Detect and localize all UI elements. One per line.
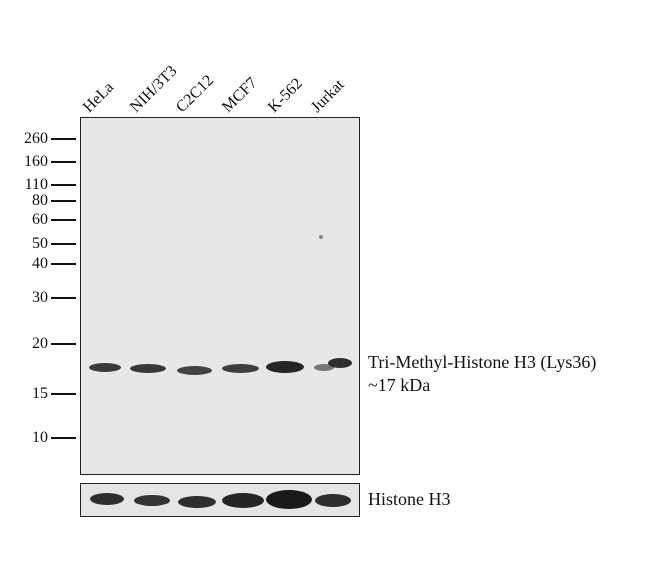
loading-band-hela [90,493,124,505]
lane-label-jurkat: Jurkat [307,76,348,116]
mw-label-50: 50 [32,235,48,252]
mw-tick-40 [51,263,76,265]
mw-tick-260 [51,138,76,140]
mw-label-160: 160 [24,153,48,170]
mw-tick-50 [51,243,76,245]
mw-label-40: 40 [32,255,48,272]
mw-tick-15 [51,393,76,395]
mw-tick-80 [51,200,76,202]
lane-label-nih3t3: NIH/3T3 [126,62,181,116]
mw-tick-20 [51,343,76,345]
main-blot-panel [80,117,360,475]
mw-tick-60 [51,219,76,221]
lane-label-mcf7: MCF7 [218,74,261,116]
mw-label-110: 110 [24,176,48,193]
mw-label-260: 260 [24,130,48,147]
target-band-jurkat-upper [328,358,352,368]
mw-label-10: 10 [32,429,48,446]
loading-band-k562 [266,490,312,509]
loading-band-jurkat [315,494,351,507]
loading-band-mcf7 [222,493,264,508]
loading-control-panel [80,483,360,517]
mw-label-80: 80 [32,192,48,209]
mw-label-60: 60 [32,211,48,228]
target-protein-label: Tri-Methyl-Histone H3 (Lys36) [368,352,597,372]
target-band-c2c12 [177,366,212,375]
loading-band-c2c12 [178,496,216,508]
target-band-jurkat-lower [314,364,334,371]
loading-control-label: Histone H3 [368,489,451,509]
target-band-k562 [266,361,304,373]
target-size-label: ~17 kDa [368,375,431,395]
target-band-hela [89,363,121,372]
target-band-mcf7 [222,364,259,373]
lane-label-k562: K-562 [264,75,306,116]
mw-label-15: 15 [32,385,48,402]
mw-label-20: 20 [32,335,48,352]
target-band-nih3t3 [130,364,166,373]
mw-tick-110 [51,184,76,186]
mw-tick-160 [51,161,76,163]
lane-label-c2c12: C2C12 [172,71,218,116]
lane-label-hela: HeLa [79,78,118,116]
mw-tick-30 [51,297,76,299]
mw-label-30: 30 [32,289,48,306]
mw-tick-10 [51,437,76,439]
membrane-speck [319,235,323,239]
loading-band-nih3t3 [134,495,170,506]
